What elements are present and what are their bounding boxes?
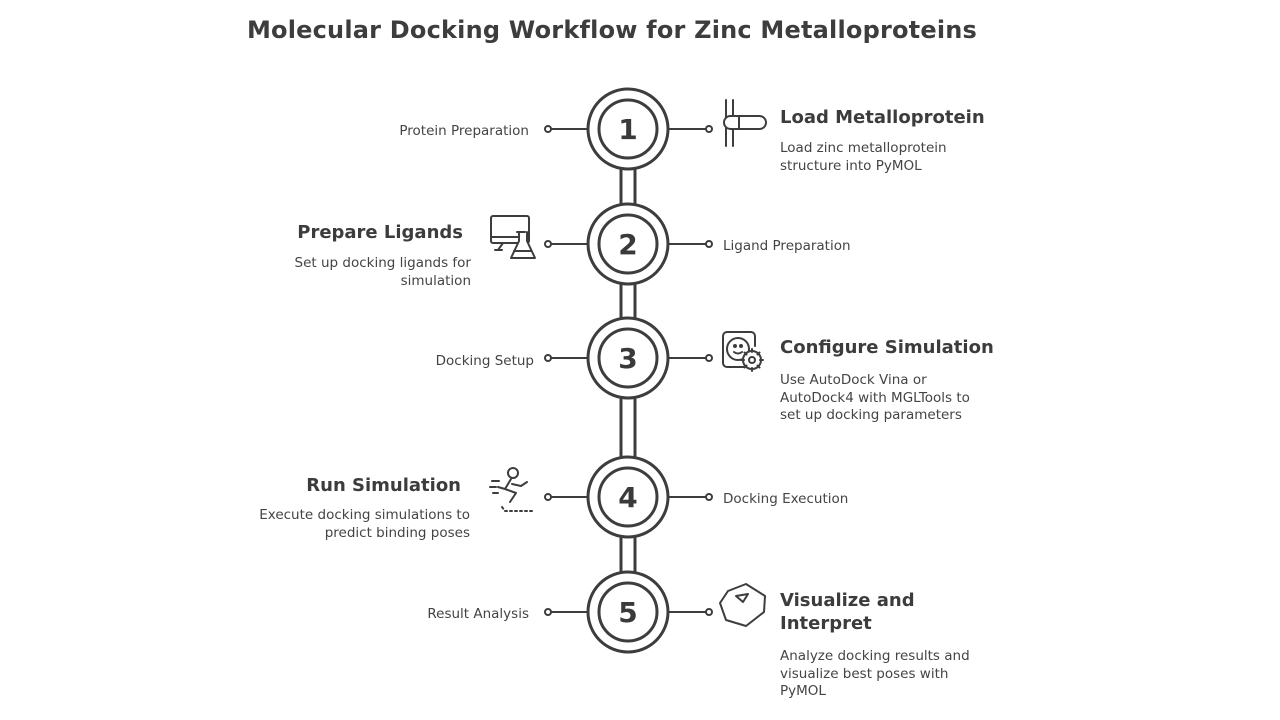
step-number-1: 1 [618,113,638,146]
side-connectors [547,128,710,613]
step-number-5: 5 [618,596,638,629]
step-2-description: Set up docking ligands for simulation [294,255,471,289]
monitor-flask-icon [490,215,536,259]
step-4-label: Docking Execution [723,491,849,507]
step-3-heading: Configure Simulation [780,337,994,358]
step-2-label: Ligand Preparation [723,238,851,254]
diagram-title: Molecular Docking Workflow for Zinc Meta… [246,16,978,44]
running-person-icon [489,467,534,512]
step-number-2: 2 [618,228,638,261]
step-number-4: 4 [618,481,638,514]
step-2-heading: Prepare Ligands [297,222,463,243]
connector-dots [544,125,713,616]
step-5-heading: Visualize and Interpret [780,590,915,634]
step-1-description: Load zinc metalloprotein structure into … [780,140,947,174]
step-4-description: Execute docking simulations to predict b… [259,507,470,541]
step-5-label: Result Analysis [427,606,529,622]
step-1-heading: Load Metalloprotein [780,107,985,128]
settings-face-icon [722,331,764,372]
step-3-label: Docking Setup [435,353,534,369]
step-1-label: Protein Preparation [399,123,529,139]
step-number-3: 3 [618,342,638,375]
step-4-heading: Run Simulation [306,475,461,496]
step-5-description: Analyze docking results and visualize be… [780,648,970,699]
step-3-description: Use AutoDock Vina or AutoDock4 with MGLT… [780,372,970,423]
pipette-icon [723,99,767,147]
connector-rails [619,168,637,573]
gem-icon [719,583,766,627]
